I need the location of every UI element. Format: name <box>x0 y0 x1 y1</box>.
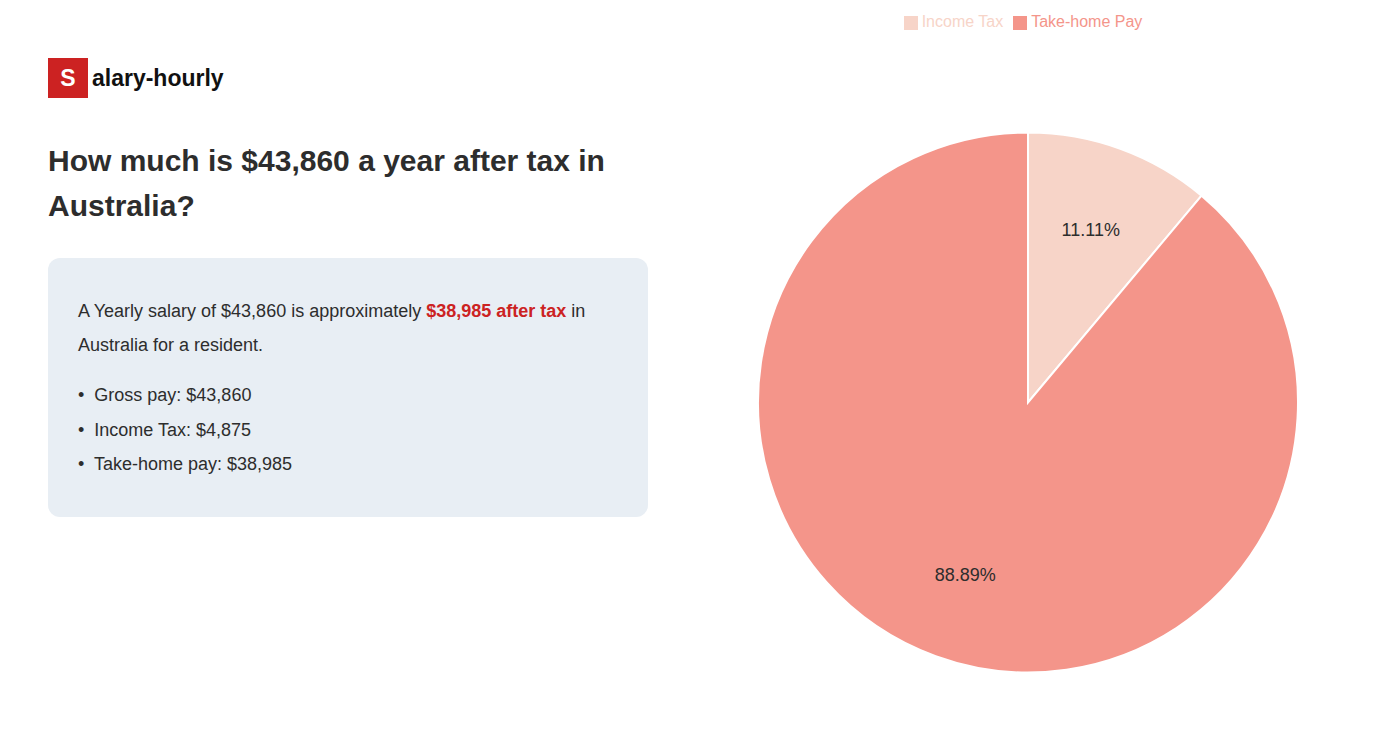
html-text:Income Tax: Income Tax <box>921 13 1004 30</box>
html-text:alary-hourly: alary-hourly <box>92 64 224 91</box>
html-text:S: S <box>60 64 76 91</box>
html-text:• Income Tax: $4,875: • Income Tax: $4,875 <box>78 419 252 440</box>
svg-text:88.89%: 88.89% <box>935 565 996 585</box>
html-text:A Yearly salary of $43,860 is: A Yearly salary of $43,860 is approximat… <box>78 301 586 321</box>
html-text:• Gross pay: $43,860: • Gross pay: $43,860 <box>78 385 252 406</box>
html-text:How much is $43,860 a year aft: How much is $43,860 a year after tax in … <box>48 144 605 222</box>
html-text:• Take-home pay: $38,985: • Take-home pay: $38,985 <box>78 453 293 474</box>
html-text:Take-home Pay: Take-home Pay <box>1031 13 1143 30</box>
html-text:Australia for a resident.: Australia for a resident. <box>78 335 264 356</box>
svg-text:11.11%: 11.11% <box>1062 220 1120 240</box>
